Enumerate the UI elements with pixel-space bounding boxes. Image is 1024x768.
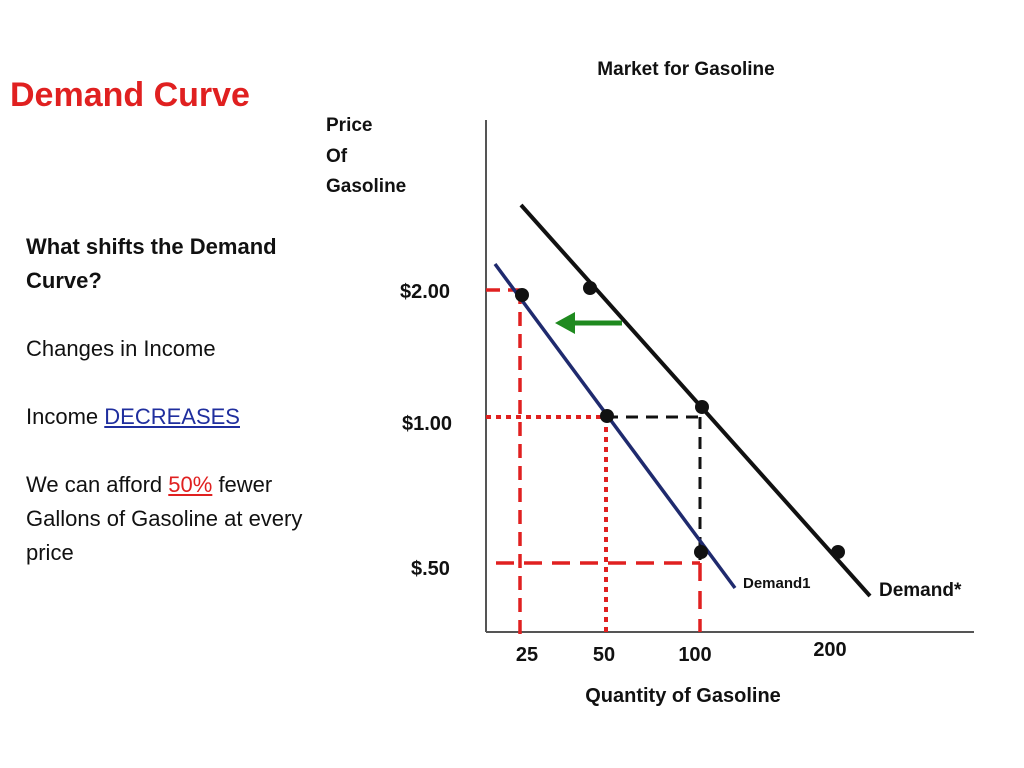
demand-star-points: [583, 281, 845, 559]
chart-title: Market for Gasoline: [597, 59, 774, 80]
y-axis-label-line-2: Of: [326, 146, 348, 167]
income-statement: Income DECREASES: [26, 400, 326, 434]
legend-demand-star: Demand*: [879, 580, 962, 601]
demand1-points: [515, 288, 708, 559]
y-tick-1-00: $1.00: [402, 413, 452, 435]
shift-left-arrow-icon: [555, 312, 622, 334]
demand-star-point-200: [831, 545, 845, 559]
income-prefix: Income: [26, 404, 105, 429]
demand-star-point-100: [695, 400, 709, 414]
explanation-panel: What shifts the Demand Curve? Changes in…: [26, 230, 326, 604]
demand1-point-100: [694, 545, 708, 559]
demand1-point-50: [600, 409, 614, 423]
y-axis-label-line-1: Price: [326, 115, 372, 136]
afford-suffix: fewer Gallons of Gasoline at every price: [26, 472, 303, 565]
x-tick-100: 100: [678, 644, 711, 666]
legend-demand1: Demand1: [743, 575, 811, 592]
x-tick-200: 200: [813, 639, 846, 661]
afford-prefix: We can afford: [26, 472, 169, 497]
y-axis-label-line-3: Gasoline: [326, 176, 406, 197]
y-tick-0-50: $.50: [411, 558, 450, 580]
income-change: DECREASES: [104, 404, 240, 429]
red-guides-demand1: [486, 288, 702, 636]
afford-statement: We can afford 50% fewer Gallons of Gasol…: [26, 468, 326, 570]
shift-factor: Changes in Income: [26, 336, 216, 361]
x-axis-label: Quantity of Gasoline: [585, 685, 781, 707]
x-tick-50: 50: [593, 644, 615, 666]
demand1-curve: [493, 262, 737, 590]
slide-title: Demand Curve: [10, 76, 250, 114]
shift-question: What shifts the Demand Curve?: [26, 234, 277, 293]
x-tick-25: 25: [516, 644, 538, 666]
demand-star-point-50: [583, 281, 597, 295]
afford-percent: 50%: [168, 472, 213, 497]
demand-star-curve: [519, 203, 872, 598]
y-tick-2-00: $2.00: [400, 281, 450, 303]
demand1-point-25: [515, 288, 529, 302]
